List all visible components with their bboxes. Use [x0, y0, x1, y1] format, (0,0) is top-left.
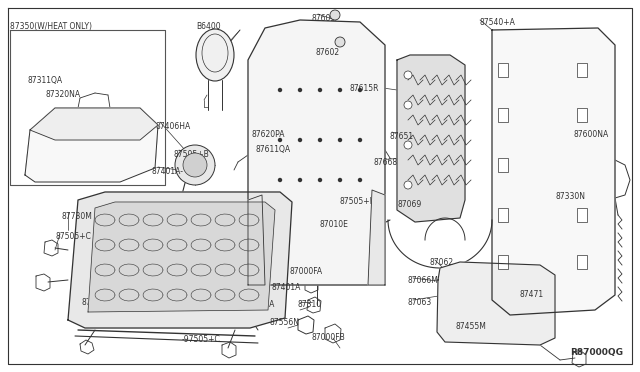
Polygon shape: [25, 108, 158, 182]
Circle shape: [175, 145, 215, 185]
Text: 87501AA: 87501AA: [82, 298, 117, 307]
Polygon shape: [88, 202, 275, 312]
Text: 87602: 87602: [315, 48, 339, 57]
Text: 87010E: 87010E: [320, 220, 349, 229]
Circle shape: [278, 179, 282, 182]
Bar: [498, 255, 508, 269]
Circle shape: [404, 181, 412, 189]
Text: 87320NA: 87320NA: [45, 90, 80, 99]
Circle shape: [330, 10, 340, 20]
Circle shape: [335, 37, 345, 47]
Circle shape: [358, 179, 362, 182]
Polygon shape: [248, 195, 265, 285]
Polygon shape: [68, 192, 292, 328]
Polygon shape: [30, 108, 158, 140]
Text: B6400: B6400: [196, 22, 221, 31]
Bar: [577, 255, 587, 269]
Circle shape: [404, 71, 412, 79]
Circle shape: [404, 141, 412, 149]
Text: 87600NA: 87600NA: [574, 130, 609, 139]
Circle shape: [339, 89, 342, 92]
Text: 87000FB: 87000FB: [312, 333, 346, 342]
Polygon shape: [437, 262, 555, 345]
Text: 87406HA: 87406HA: [155, 122, 190, 131]
Polygon shape: [492, 28, 615, 315]
Bar: [498, 208, 508, 222]
Text: 87615R: 87615R: [350, 84, 380, 93]
Text: 87501A: 87501A: [245, 300, 275, 309]
Text: 87063: 87063: [408, 298, 432, 307]
Text: 87668: 87668: [374, 158, 398, 167]
Text: 87310: 87310: [297, 300, 321, 309]
Polygon shape: [397, 55, 465, 222]
Polygon shape: [10, 30, 165, 185]
Circle shape: [278, 89, 282, 92]
Circle shape: [404, 101, 412, 109]
Circle shape: [339, 179, 342, 182]
Text: 87000FA: 87000FA: [290, 267, 323, 276]
Bar: [577, 108, 587, 122]
Polygon shape: [368, 190, 385, 285]
Text: 87603: 87603: [312, 14, 336, 23]
Text: 87401A: 87401A: [272, 283, 301, 292]
Text: 87620PA: 87620PA: [252, 130, 285, 139]
Text: 87330N: 87330N: [556, 192, 586, 201]
Text: 87350(W/HEAT ONLY): 87350(W/HEAT ONLY): [10, 22, 92, 31]
Circle shape: [319, 138, 321, 141]
Circle shape: [319, 89, 321, 92]
Bar: [577, 208, 587, 222]
Text: 87611QA: 87611QA: [255, 145, 290, 154]
Text: 87069: 87069: [398, 200, 422, 209]
Text: 87651: 87651: [390, 132, 414, 141]
Bar: [498, 158, 508, 172]
Polygon shape: [8, 8, 632, 364]
Text: 87505+C: 87505+C: [55, 232, 91, 241]
Text: 87062: 87062: [430, 258, 454, 267]
Text: 87505+B: 87505+B: [174, 150, 210, 159]
Circle shape: [298, 89, 301, 92]
Bar: [577, 63, 587, 77]
Circle shape: [183, 153, 207, 177]
Text: 87311QA: 87311QA: [28, 76, 63, 85]
Circle shape: [298, 179, 301, 182]
Text: 87455M: 87455M: [456, 322, 487, 331]
Text: 87066M: 87066M: [408, 276, 439, 285]
Text: 87540+A: 87540+A: [480, 18, 516, 27]
Bar: [498, 63, 508, 77]
Text: 87730M: 87730M: [62, 212, 93, 221]
Circle shape: [278, 138, 282, 141]
Polygon shape: [248, 20, 385, 285]
Text: 87401A-: 87401A-: [152, 167, 184, 176]
Circle shape: [358, 138, 362, 141]
Text: 87556N: 87556N: [270, 318, 300, 327]
Ellipse shape: [196, 29, 234, 81]
Text: R87000QG: R87000QG: [570, 348, 623, 357]
Text: -97505+C: -97505+C: [182, 335, 221, 344]
Bar: [498, 108, 508, 122]
Circle shape: [319, 179, 321, 182]
Circle shape: [339, 138, 342, 141]
Circle shape: [358, 89, 362, 92]
Text: 87505+B: 87505+B: [340, 197, 376, 206]
Text: 87471: 87471: [520, 290, 544, 299]
Circle shape: [298, 138, 301, 141]
